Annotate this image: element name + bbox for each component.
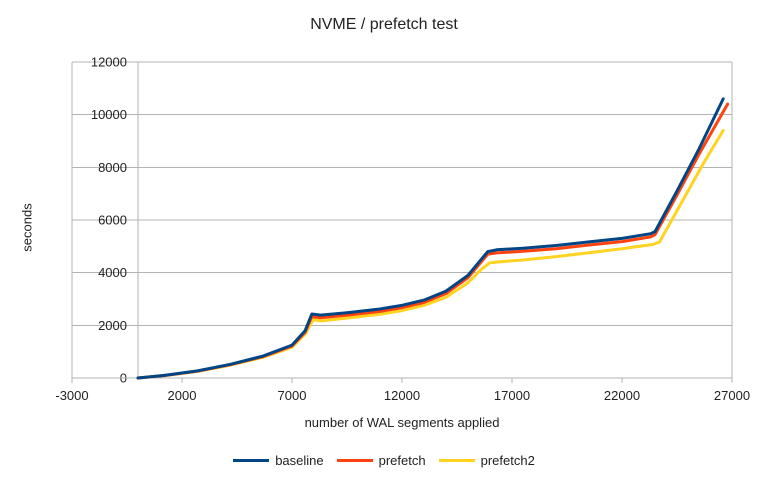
- legend-line-icon: [233, 459, 270, 462]
- legend-line-icon: [438, 459, 475, 462]
- y-tick-label: 8000: [98, 160, 127, 175]
- x-tick-label: 27000: [714, 388, 750, 403]
- y-tick-label: 2000: [98, 318, 127, 333]
- y-tick-label: 10000: [91, 107, 127, 122]
- x-tick-label: 12000: [384, 388, 420, 403]
- legend-item-prefetch: prefetch: [336, 453, 426, 468]
- x-axis-title: number of WAL segments applied: [304, 415, 500, 430]
- legend-line-icon: [336, 459, 373, 462]
- legend-label-baseline: baseline: [275, 453, 324, 468]
- x-tick-label: 7000: [278, 388, 307, 403]
- series-line-prefetch: [136, 102, 730, 380]
- x-tick-label: 2000: [168, 388, 197, 403]
- x-tick-label: 17000: [494, 388, 530, 403]
- series-line-baseline: [136, 97, 725, 380]
- legend-label-prefetch: prefetch: [378, 453, 426, 468]
- y-axis-title: seconds: [19, 203, 35, 252]
- y-tick-label: 6000: [98, 213, 127, 228]
- legend-label-prefetch2: prefetch2: [480, 453, 535, 468]
- legend-item-baseline: baseline: [233, 453, 324, 468]
- y-tick-label: 4000: [98, 265, 127, 280]
- y-tick-label: 12000: [91, 55, 127, 70]
- x-tick-label: -3000: [55, 388, 88, 403]
- legend-item-prefetch2: prefetch2: [438, 453, 535, 468]
- x-tick-label: 22000: [604, 388, 640, 403]
- chart-title: NVME / prefetch test: [310, 16, 458, 33]
- legend: baseline prefetch prefetch2: [0, 453, 768, 468]
